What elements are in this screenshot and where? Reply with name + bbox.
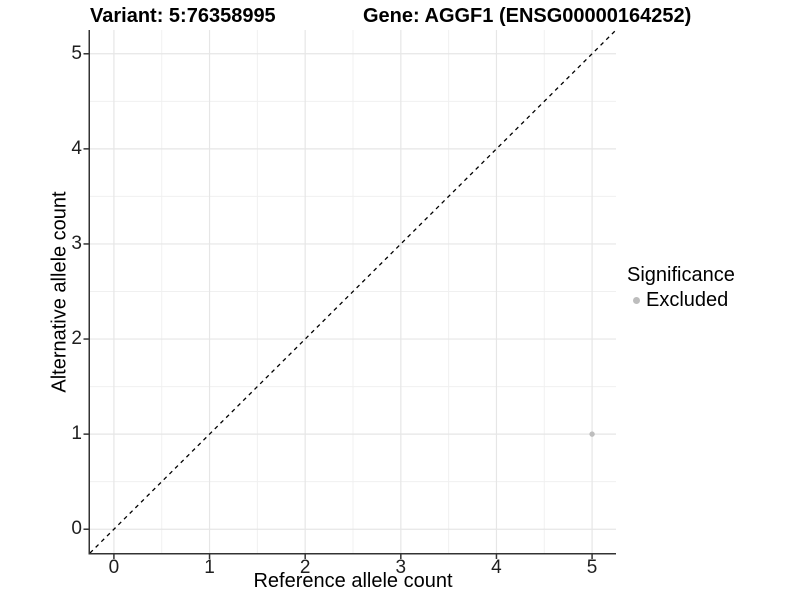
legend: Significance Excluded — [627, 263, 735, 312]
variant-title: Variant: 5:76358995 — [90, 5, 276, 27]
identity-dashed-line — [89, 29, 617, 554]
x-tick-label: 0 — [108, 557, 120, 578]
x-tick-label: 5 — [586, 557, 598, 578]
legend-item: Excluded — [627, 288, 735, 312]
y-tick-label: 4 — [71, 137, 82, 159]
legend-title: Significance — [627, 264, 735, 286]
x-tick-label: 3 — [395, 557, 407, 578]
y-tick-label: 1 — [71, 423, 82, 445]
legend-key-dot-icon — [633, 296, 640, 304]
x-tick-label: 4 — [491, 557, 502, 578]
x-axis-title: Reference allele count — [253, 570, 453, 592]
legend-items: Excluded — [627, 288, 735, 312]
y-tick-label: 0 — [71, 518, 82, 540]
legend-label: Excluded — [646, 289, 729, 311]
x-tick-label: 1 — [204, 557, 215, 578]
gene-title: Gene: AGGF1 (ENSG00000164252) — [363, 5, 692, 27]
data-point — [589, 431, 595, 437]
y-tick-label: 5 — [71, 42, 82, 64]
x-tick-label: 2 — [299, 557, 311, 578]
y-tick-label: 2 — [71, 328, 82, 350]
y-axis-title: Alternative allele count — [48, 191, 71, 393]
y-tick-label: 3 — [71, 232, 82, 254]
